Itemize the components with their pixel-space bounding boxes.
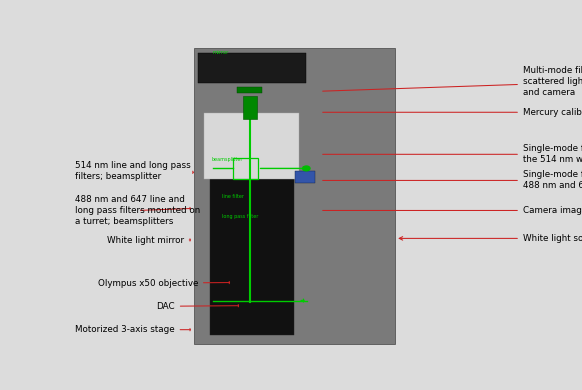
Text: Olympus x50 objective: Olympus x50 objective (98, 278, 229, 288)
Text: mirror: mirror (212, 50, 229, 55)
Bar (204, 113, 299, 179)
Text: Mercury calibration lamp: Mercury calibration lamp (322, 108, 582, 117)
Text: 514 nm line and long pass
filters; beamsplitter: 514 nm line and long pass filters; beams… (75, 161, 194, 181)
Text: line filter: line filter (222, 195, 244, 199)
Circle shape (303, 166, 310, 171)
Bar (237, 87, 262, 93)
Bar (233, 158, 258, 179)
Bar (210, 146, 294, 335)
Text: Single-mode fiber coupling
the 514 nm wavelength: Single-mode fiber coupling the 514 nm wa… (322, 144, 582, 164)
Bar (198, 53, 306, 83)
Text: beamsplitter: beamsplitter (212, 157, 243, 162)
Text: long pass filter: long pass filter (222, 214, 259, 219)
Bar (294, 171, 315, 183)
Text: White light source: White light source (399, 234, 582, 243)
Bar (194, 48, 395, 344)
Text: Multi-mode fiber carrying the
scattered light to the diffraction grating
and cam: Multi-mode fiber carrying the scattered … (322, 66, 582, 97)
Text: Camera imaging the sample: Camera imaging the sample (322, 206, 582, 215)
Bar (243, 96, 257, 119)
Text: DAC: DAC (156, 302, 239, 311)
Text: Single-mode fibers coupling the
488 nm and 647 wavelengths: Single-mode fibers coupling the 488 nm a… (322, 170, 582, 190)
Text: 488 nm and 647 line and
long pass filters mounted on
a turret; beamsplitters: 488 nm and 647 line and long pass filter… (75, 195, 200, 226)
Text: White light mirror: White light mirror (107, 236, 190, 245)
Text: Motorized 3-axis stage: Motorized 3-axis stage (75, 325, 190, 334)
